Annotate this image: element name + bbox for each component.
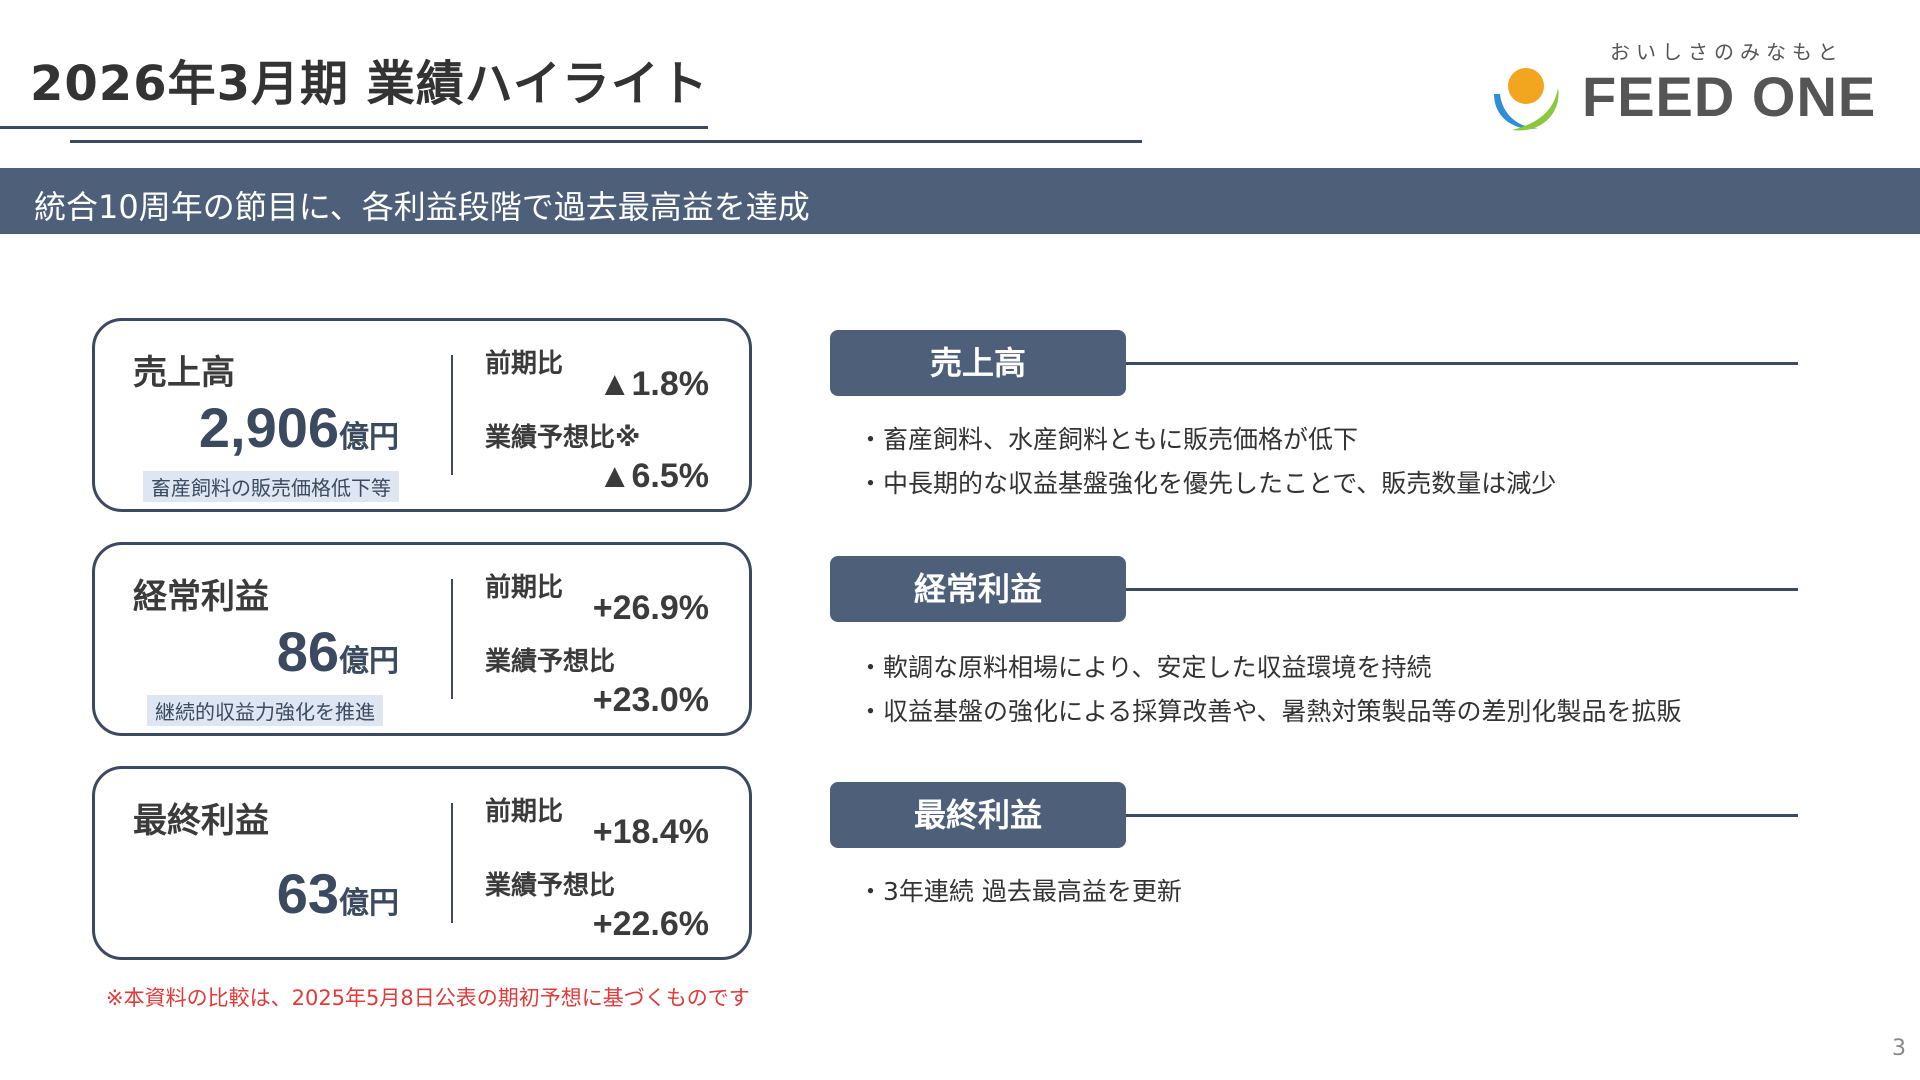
vs-forecast-label: 業績予想比※ xyxy=(485,423,641,453)
footnote: ※本資料の比較は、2025年5月8日公表の期初予想に基づくものです xyxy=(106,986,750,1010)
vs-forecast-label: 業績予想比 xyxy=(485,871,616,901)
kpi-card-ordinary-profit: 経常利益 86億円 継続的収益力強化を推進 前期比 +26.9% 業績予想比 +… xyxy=(92,542,752,736)
kpi-amount-value: 86 xyxy=(276,620,339,683)
logo-tagline: おいしさのみなもと xyxy=(1610,40,1844,64)
yoy-label: 前期比 xyxy=(485,349,564,379)
kpi-note: 継続的収益力強化を推進 xyxy=(147,695,383,726)
section-rule xyxy=(1126,814,1798,817)
yoy-label: 前期比 xyxy=(485,797,564,827)
section-rule xyxy=(1126,362,1798,365)
vs-forecast-value: +22.6% xyxy=(592,905,709,943)
bullet-item: 中長期的な収益基盤強化を優先したことで、販売数量は減少 xyxy=(878,462,1556,506)
headline-banner: 統合10周年の節目に、各利益段階で過去最高益を達成 xyxy=(0,168,1920,234)
card-divider xyxy=(451,579,453,699)
vs-forecast-value: ▲6.5% xyxy=(597,457,709,495)
title-underline-lower xyxy=(70,140,1142,143)
page-title: 2026年3月期 業績ハイライト xyxy=(30,56,709,112)
bullet-item: 軟調な原料相場により、安定した収益環境を持続 xyxy=(878,646,1682,690)
page-number: 3 xyxy=(1892,1036,1906,1061)
kpi-label: 最終利益 xyxy=(133,801,269,841)
kpi-label: 経常利益 xyxy=(133,577,269,617)
section-title: 経常利益 xyxy=(830,556,1126,622)
section-rule xyxy=(1126,588,1798,591)
kpi-note: 畜産飼料の販売価格低下等 xyxy=(143,471,399,502)
kpi-amount-unit: 億円 xyxy=(339,420,399,455)
section-title: 売上高 xyxy=(830,330,1126,396)
bullet-list-ordinary-profit: 軟調な原料相場により、安定した収益環境を持続 収益基盤の強化による採算改善や、暑… xyxy=(878,646,1682,734)
logo-brand-text: FEED ONE xyxy=(1582,65,1877,128)
kpi-amount-unit: 億円 xyxy=(339,644,399,679)
logo-mark-icon xyxy=(1494,68,1559,131)
section-header-sales: 売上高 xyxy=(830,330,1800,400)
kpi-label: 売上高 xyxy=(133,353,235,393)
bullet-item: 収益基盤の強化による採算改善や、暑熱対策製品等の差別化製品を拡販 xyxy=(878,690,1682,734)
bullet-item: 畜産飼料、水産飼料ともに販売価格が低下 xyxy=(878,418,1556,462)
yoy-value: +18.4% xyxy=(592,813,709,851)
vs-forecast-label: 業績予想比 xyxy=(485,647,616,677)
bullet-list-sales: 畜産飼料、水産飼料ともに販売価格が低下 中長期的な収益基盤強化を優先したことで、… xyxy=(878,418,1556,506)
card-divider xyxy=(451,355,453,475)
title-underline-upper xyxy=(0,126,708,129)
kpi-amount: 2,906億円 xyxy=(199,395,399,460)
company-logo: おいしさのみなもと FEED ONE xyxy=(1484,34,1894,134)
yoy-label: 前期比 xyxy=(485,573,564,603)
section-header-ordinary-profit: 経常利益 xyxy=(830,556,1800,626)
kpi-amount-value: 2,906 xyxy=(198,396,339,459)
card-divider xyxy=(451,803,453,923)
vs-forecast-value: +23.0% xyxy=(592,681,709,719)
headline-text: 統合10周年の節目に、各利益段階で過去最高益を達成 xyxy=(34,188,810,226)
kpi-amount: 86億円 xyxy=(277,619,399,684)
kpi-amount-value: 63 xyxy=(276,862,339,925)
kpi-card-net-profit: 最終利益 63億円 前期比 +18.4% 業績予想比 +22.6% xyxy=(92,766,752,960)
bullet-item: 3年連続 過去最高益を更新 xyxy=(878,870,1182,914)
kpi-amount-unit: 億円 xyxy=(339,886,399,921)
yoy-value: +26.9% xyxy=(592,589,709,627)
section-header-net-profit: 最終利益 xyxy=(830,782,1800,852)
section-title: 最終利益 xyxy=(830,782,1126,848)
kpi-amount: 63億円 xyxy=(277,861,399,926)
kpi-card-sales: 売上高 2,906億円 畜産飼料の販売価格低下等 前期比 ▲1.8% 業績予想比… xyxy=(92,318,752,512)
yoy-value: ▲1.8% xyxy=(597,365,709,403)
bullet-list-net-profit: 3年連続 過去最高益を更新 xyxy=(878,870,1182,914)
